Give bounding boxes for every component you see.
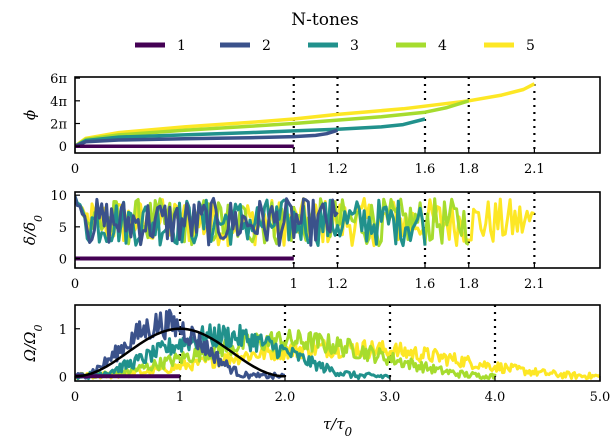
x-tick-label: 2.1 — [524, 162, 545, 177]
x-tick-label: 1 — [290, 277, 298, 292]
y-axis-label: δ/δ0 — [21, 215, 45, 245]
y-ticks: 0 5 10 — [50, 189, 80, 268]
y-axis-label: ϕ — [21, 110, 39, 120]
x-tick-label: 1.2 — [327, 277, 348, 292]
x-tick-label: 2.0 — [275, 390, 296, 405]
plot-area — [75, 192, 536, 268]
legend-title: N-tones — [291, 10, 358, 30]
y-tick-label: 0 — [59, 140, 67, 155]
legend: N-tones 1 2 3 4 5 — [135, 10, 535, 54]
panel-delta: 0 5 10 0 1 1.2 1.6 1.8 2.1 δ/δ0 — [21, 189, 601, 292]
legend-label-2: 2 — [262, 38, 271, 54]
x-ticks: 0 1 1.2 1.6 1.8 2.1 — [71, 263, 545, 292]
x-tick-label: 4.0 — [485, 390, 506, 405]
y-tick-label: 2π — [50, 118, 67, 133]
legend-entry-3: 3 — [308, 38, 359, 54]
legend-entry-2: 2 — [220, 38, 271, 54]
y-tick-label: 1 — [59, 323, 67, 338]
y-tick-label: 0 — [59, 253, 67, 268]
x-tick-label: 1.8 — [458, 277, 479, 292]
y-axis-label: Ω/Ω0 — [21, 325, 45, 363]
y-tick-label: 6π — [50, 72, 67, 87]
x-tick-label: 0 — [71, 162, 79, 177]
legend-entry-1: 1 — [135, 38, 186, 54]
y-ticks: 0 2π 4π 6π — [50, 72, 80, 155]
x-tick-label: 2.1 — [524, 277, 545, 292]
y-tick-label: 10 — [50, 189, 67, 204]
series-2 — [75, 128, 339, 148]
legend-entry-4: 4 — [396, 38, 447, 54]
x-tick-label: 0 — [71, 277, 79, 292]
x-tick-label: 1.6 — [415, 162, 436, 177]
x-tick-label: 1.6 — [415, 277, 436, 292]
x-tick-label: 1.8 — [458, 162, 479, 177]
x-tick-label: 1 — [176, 390, 184, 405]
plot-area — [75, 305, 600, 381]
panel-phi: 0 2π 4π 6π 0 1 1.2 1.6 1.8 2.1 ϕ — [21, 72, 601, 177]
series-3 — [75, 117, 426, 148]
series-4 — [75, 99, 470, 148]
plot-area — [75, 77, 536, 153]
x-ticks: 0 1 2.0 3.0 4.0 5.0 — [71, 376, 610, 405]
x-tick-label: 1.2 — [327, 162, 348, 177]
y-ticks: 01 — [59, 323, 80, 385]
axes-frame — [74, 304, 601, 382]
reference-curve — [75, 327, 286, 378]
legend-label-4: 4 — [438, 38, 447, 54]
series-5 — [75, 82, 536, 148]
x-ticks: 0 1 1.2 1.6 1.8 2.1 — [71, 148, 545, 177]
series-2 — [75, 195, 339, 247]
y-tick-label: 0 — [59, 370, 67, 385]
panel-omega: 010 1 2.0 3.0 4.0 5.0Ω/Ω0τ/τ0 — [21, 304, 610, 439]
x-tick-label: 0 — [71, 390, 79, 405]
series-3 — [75, 323, 391, 381]
series-2 — [75, 308, 285, 380]
x-tick-label: 1 — [290, 162, 298, 177]
legend-label-5: 5 — [526, 38, 535, 54]
legend-entry-5: 5 — [484, 38, 535, 54]
legend-label-3: 3 — [350, 38, 359, 54]
y-tick-label: 4π — [50, 95, 67, 110]
x-tick-label: 5.0 — [590, 390, 611, 405]
x-tick-label: 3.0 — [380, 390, 401, 405]
y-tick-label: 5 — [59, 221, 67, 236]
x-axis-label: τ/τ0 — [323, 415, 353, 439]
legend-label-1: 1 — [177, 38, 186, 54]
